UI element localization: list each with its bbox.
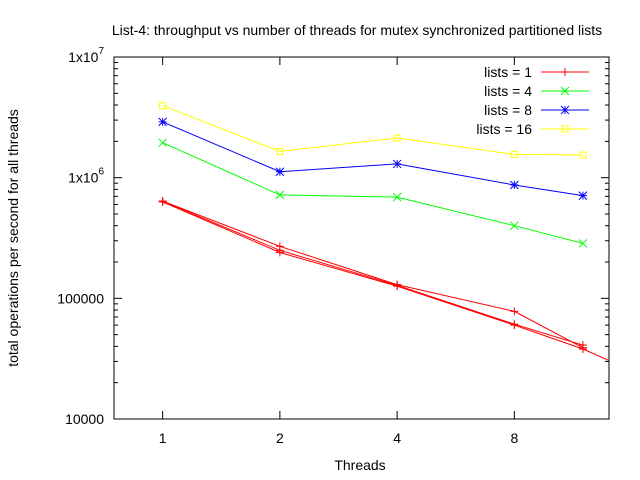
x-tick-label: 4 <box>393 430 401 446</box>
series-4 <box>159 102 587 159</box>
data-point <box>276 147 284 155</box>
data-point <box>275 248 284 257</box>
x-axis-label: Threads <box>334 457 385 473</box>
data-point <box>510 150 518 158</box>
data-point <box>578 239 588 248</box>
data-point <box>392 159 402 169</box>
chart-title: List-4: throughput vs number of threads … <box>112 22 602 38</box>
legend-label: lists = 1 <box>484 64 532 80</box>
legend-label: lists = 4 <box>484 83 532 99</box>
data-point <box>510 321 519 330</box>
series-line <box>162 201 584 346</box>
series-line <box>162 201 609 362</box>
legend-label: lists = 8 <box>484 102 532 118</box>
data-point <box>560 86 570 96</box>
data-point <box>561 125 569 133</box>
data-point <box>158 117 168 127</box>
series-line <box>162 142 584 244</box>
series-3 <box>158 117 588 200</box>
legend-item: lists = 8 <box>484 102 589 118</box>
series-2 <box>158 138 588 248</box>
data-point <box>561 68 569 76</box>
legend-item: lists = 4 <box>484 83 589 99</box>
x-tick-label: 1 <box>159 430 167 446</box>
data-point <box>579 151 587 159</box>
series-line <box>162 105 583 156</box>
legend-item: lists = 16 <box>476 121 589 137</box>
legend-label: lists = 16 <box>476 121 532 137</box>
data-point <box>509 180 519 190</box>
y-tick-exponent: 6 <box>98 167 104 178</box>
legend: lists = 1 lists = 4 lists = 8 lists = 16 <box>476 64 589 137</box>
y-tick-label: 10000 <box>65 411 104 427</box>
data-point <box>158 138 168 148</box>
legend-item: lists = 1 <box>484 64 589 80</box>
y-tick-label: 1x106 <box>68 167 104 186</box>
data-point <box>393 282 402 291</box>
data-point <box>578 345 587 354</box>
x-axis: 1 2 4 8 <box>159 57 518 446</box>
data-point <box>578 191 588 200</box>
data-point <box>392 192 402 202</box>
data-point <box>158 197 167 206</box>
data-point <box>275 190 285 200</box>
y-tick-label: 100000 <box>57 290 104 306</box>
data-point <box>275 167 285 177</box>
y-axis: 10000 100000 1x106 1x107 <box>57 46 609 427</box>
y-tick-label: 1x107 <box>68 46 104 65</box>
series-layer <box>158 102 609 362</box>
plot-frame <box>113 56 610 420</box>
data-point <box>393 134 401 142</box>
x-tick-label: 8 <box>510 430 518 446</box>
x-tick-label: 2 <box>276 430 284 446</box>
y-axis-label: total operations per second for all thre… <box>5 109 21 367</box>
data-point <box>509 221 519 231</box>
series-1 <box>158 197 609 362</box>
y-tick-exponent: 7 <box>98 46 104 57</box>
data-point <box>159 102 167 110</box>
data-point <box>510 307 519 316</box>
data-point <box>560 105 570 115</box>
